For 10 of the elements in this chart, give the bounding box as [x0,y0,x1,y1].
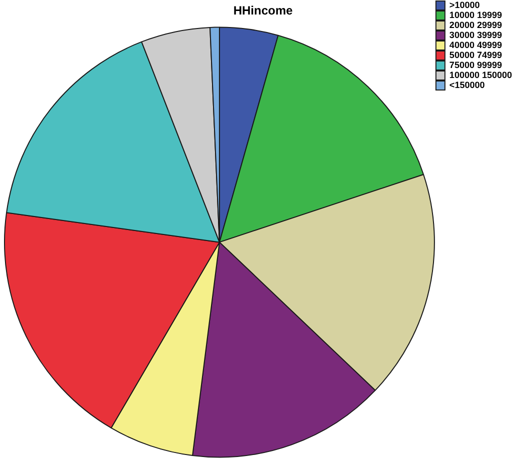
legend-label: 50000 74999 [449,50,502,60]
legend-label: 10000 19999 [449,10,502,20]
legend-label: 40000 49999 [449,40,502,50]
legend-label: >10000 [449,0,480,10]
legend-label: 100000 150000 [449,70,512,80]
legend-label: 30000 39999 [449,30,502,40]
legend-label: 75000 99999 [449,60,502,70]
chart-title: HHincome [233,4,293,18]
legend-label: 20000 29999 [449,20,502,30]
legend-label: <150000 [449,80,485,90]
